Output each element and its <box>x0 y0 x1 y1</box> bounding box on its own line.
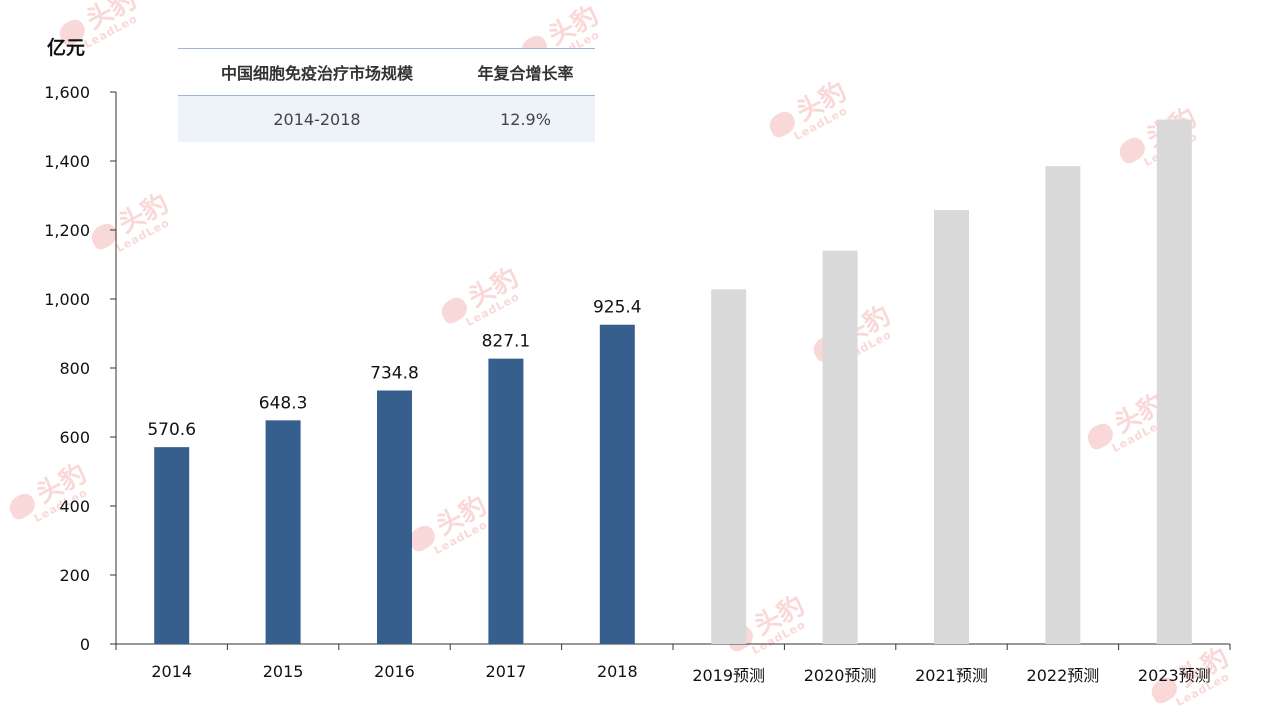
x-tick-label: 2017 <box>486 662 527 681</box>
y-tick-label: 800 <box>59 359 90 378</box>
forecast-bar <box>1156 119 1192 645</box>
cagr-table-period: 2014-2018 <box>178 95 456 142</box>
y-axis-unit-label: 亿元 <box>47 37 86 59</box>
y-tick-label: 200 <box>59 566 90 585</box>
bar <box>599 324 635 644</box>
forecast-bar <box>1045 166 1081 645</box>
cagr-table-header-market: 中国细胞免疫治疗市场规模 <box>178 48 456 96</box>
cagr-table-header-cagr: 年复合增长率 <box>455 48 595 96</box>
x-tick-label: 2016 <box>374 662 415 681</box>
x-tick-label: 2020预测 <box>804 666 877 685</box>
y-tick-label: 1,200 <box>44 221 90 240</box>
x-tick-label: 2022预测 <box>1027 666 1100 685</box>
forecast-bar <box>934 209 969 645</box>
bar <box>265 420 301 644</box>
x-tick-label: 2023预测 <box>1138 666 1211 685</box>
x-tick-label: 2018 <box>597 662 638 681</box>
y-tick-label: 600 <box>59 428 90 447</box>
x-tick-label: 2019预测 <box>692 666 765 685</box>
x-tick-label: 2014 <box>151 662 192 681</box>
x-tick-label: 2015 <box>263 662 304 681</box>
y-tick-label: 1,000 <box>44 290 90 309</box>
y-tick-label: 400 <box>59 497 90 516</box>
bar <box>488 358 524 644</box>
cagr-table: 中国细胞免疫治疗市场规模 年复合增长率 2014-2018 12.9% <box>178 48 595 142</box>
bar-value-label: 827.1 <box>482 332 531 352</box>
cagr-table-row: 2014-2018 12.9% <box>178 95 595 142</box>
bar <box>154 447 190 644</box>
y-tick-label: 1,600 <box>44 83 90 102</box>
cagr-table-header-row: 中国细胞免疫治疗市场规模 年复合增长率 <box>178 48 595 96</box>
cagr-table-rate: 12.9% <box>455 95 595 142</box>
forecast-bar <box>711 289 747 644</box>
bar <box>377 390 412 644</box>
x-tick-label: 2021预测 <box>915 666 988 685</box>
forecast-bar <box>822 250 858 644</box>
y-tick-label: 0 <box>80 635 90 654</box>
bar-value-label: 925.4 <box>593 298 642 318</box>
bar-value-label: 570.6 <box>147 420 196 440</box>
y-tick-label: 1,400 <box>44 152 90 171</box>
bar-value-label: 648.3 <box>259 393 308 413</box>
bar-value-label: 734.8 <box>370 363 419 383</box>
